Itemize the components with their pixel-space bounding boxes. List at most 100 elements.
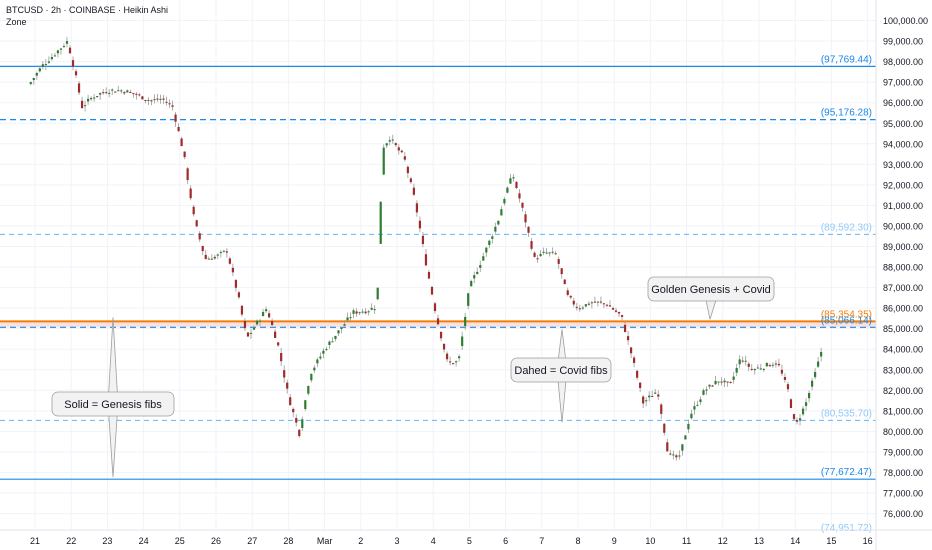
- candle-body: [135, 93, 138, 95]
- x-tick-label: 27: [247, 536, 257, 546]
- candle-body: [681, 444, 684, 451]
- candle-body: [334, 335, 337, 339]
- candle-body: [654, 392, 657, 394]
- candle-body: [445, 353, 449, 360]
- candle-body: [237, 292, 241, 298]
- candle-body: [397, 147, 400, 151]
- candle-body: [304, 400, 307, 410]
- candle-body: [53, 55, 57, 57]
- fib-level-label: (97,769.44): [821, 54, 872, 65]
- candle-body: [261, 311, 265, 317]
- candle-body: [473, 275, 476, 279]
- y-axis[interactable]: 76,000.00 77,000.00 78,000.00 79,000.00 80,0…: [883, 16, 928, 519]
- candle-body: [90, 97, 93, 100]
- candle-body: [35, 72, 38, 76]
- candle-body: [527, 226, 530, 233]
- candle-body: [177, 126, 180, 132]
- candle-body: [611, 308, 615, 310]
- candle-body: [50, 57, 53, 60]
- candle-body: [771, 364, 774, 366]
- x-tick-label: 15: [826, 536, 836, 546]
- x-tick-label: Mar: [317, 536, 333, 546]
- candle-body: [696, 404, 699, 406]
- candle-body: [524, 214, 527, 223]
- candle-body: [156, 98, 159, 100]
- y-tick-label: 95,000.00: [883, 119, 923, 129]
- y-tick-label: 99,000.00: [883, 37, 923, 47]
- x-tick-label: 21: [30, 536, 40, 546]
- candle-body: [243, 320, 247, 329]
- candle-body: [439, 331, 443, 339]
- candle-body: [240, 305, 244, 315]
- candle-body: [307, 386, 310, 394]
- candle-body: [201, 246, 204, 252]
- candle-body: [699, 399, 702, 402]
- candle-body: [732, 376, 735, 380]
- candle-body: [693, 406, 696, 410]
- candle-body: [346, 317, 349, 321]
- candle-body: [448, 361, 452, 363]
- candle-body: [132, 93, 135, 95]
- candle-body: [286, 382, 289, 389]
- x-tick-label: 14: [790, 536, 800, 546]
- candle-body: [255, 320, 259, 325]
- candle-body: [412, 187, 415, 195]
- candle-body: [669, 453, 672, 455]
- candle-body: [599, 301, 603, 303]
- candle-body: [147, 99, 150, 101]
- candle-body: [29, 82, 32, 85]
- candle-body: [584, 304, 587, 307]
- candle-body: [32, 78, 35, 81]
- candle-body: [629, 347, 633, 354]
- candle-body: [403, 156, 406, 160]
- y-tick-label: 85,000.00: [883, 324, 923, 334]
- candle-body: [86, 98, 90, 102]
- candle-body: [503, 199, 506, 204]
- candle-body: [319, 356, 322, 359]
- candle-body: [452, 363, 455, 365]
- indicator-label: Zone: [6, 17, 27, 27]
- candle-body: [264, 309, 268, 312]
- candle-body: [165, 101, 168, 103]
- candle-body: [99, 93, 102, 95]
- candle-body: [548, 252, 551, 254]
- candle-body: [467, 293, 470, 306]
- candle-body: [105, 92, 108, 94]
- y-tick-label: 86,000.00: [883, 304, 923, 314]
- candle-body: [804, 402, 808, 406]
- candle-body: [171, 105, 174, 107]
- candle-body: [560, 268, 563, 275]
- candle-body: [246, 332, 250, 337]
- candle-body: [626, 336, 630, 341]
- candle-body: [77, 83, 81, 93]
- candle-body: [352, 310, 355, 314]
- candle-body: [587, 303, 590, 305]
- candle-body: [114, 91, 117, 93]
- candle-body: [364, 311, 367, 314]
- candle-body: [210, 258, 213, 260]
- candle-body: [400, 150, 403, 153]
- x-tick-label: 23: [102, 536, 112, 546]
- callouts: Solid = Genesis fibs Dahed = Covid fibs Go…: [51, 276, 775, 478]
- candle-body: [207, 258, 210, 260]
- candle-body: [765, 362, 768, 367]
- candle-body: [295, 418, 298, 423]
- candle-body: [301, 419, 304, 429]
- candle-body: [714, 380, 717, 385]
- x-axis[interactable]: 21 22 23 24 25 26 27 28 Mar 2 3 4 5 6 7 8 9 10 11 12 13 14 15 1…: [30, 536, 873, 546]
- candle-body: [192, 206, 195, 215]
- candle-body: [150, 100, 153, 102]
- candle-body: [593, 301, 596, 303]
- candle-body: [735, 367, 738, 373]
- candle-body: [219, 251, 222, 253]
- covid-callout-box: [510, 357, 612, 383]
- candle-body: [684, 435, 687, 440]
- candle-body: [660, 404, 663, 414]
- y-tick-label: 78,000.00: [883, 468, 923, 478]
- candle-body: [738, 359, 741, 365]
- candle-body: [530, 241, 533, 249]
- candle-body: [183, 151, 186, 158]
- candle-body: [382, 147, 385, 175]
- candle-body: [433, 303, 437, 312]
